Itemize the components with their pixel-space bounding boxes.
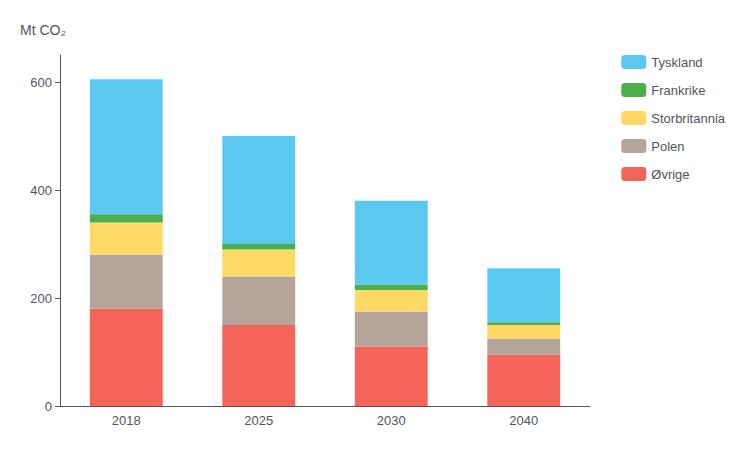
svg-text:600: 600 bbox=[30, 75, 52, 90]
svg-text:2018: 2018 bbox=[112, 413, 141, 428]
svg-text:2025: 2025 bbox=[244, 413, 273, 428]
svg-text:2030: 2030 bbox=[377, 413, 406, 428]
svg-text:Mt CO₂: Mt CO₂ bbox=[20, 22, 66, 38]
svg-text:Frankrike: Frankrike bbox=[651, 83, 705, 98]
svg-text:200: 200 bbox=[30, 291, 52, 306]
svg-text:400: 400 bbox=[30, 183, 52, 198]
svg-text:2040: 2040 bbox=[509, 413, 538, 428]
svg-text:Øvrige: Øvrige bbox=[651, 167, 689, 182]
svg-text:Tyskland: Tyskland bbox=[651, 55, 702, 70]
svg-text:0: 0 bbox=[45, 399, 52, 414]
svg-text:Storbritannia: Storbritannia bbox=[651, 111, 725, 126]
svg-text:Polen: Polen bbox=[651, 139, 684, 154]
